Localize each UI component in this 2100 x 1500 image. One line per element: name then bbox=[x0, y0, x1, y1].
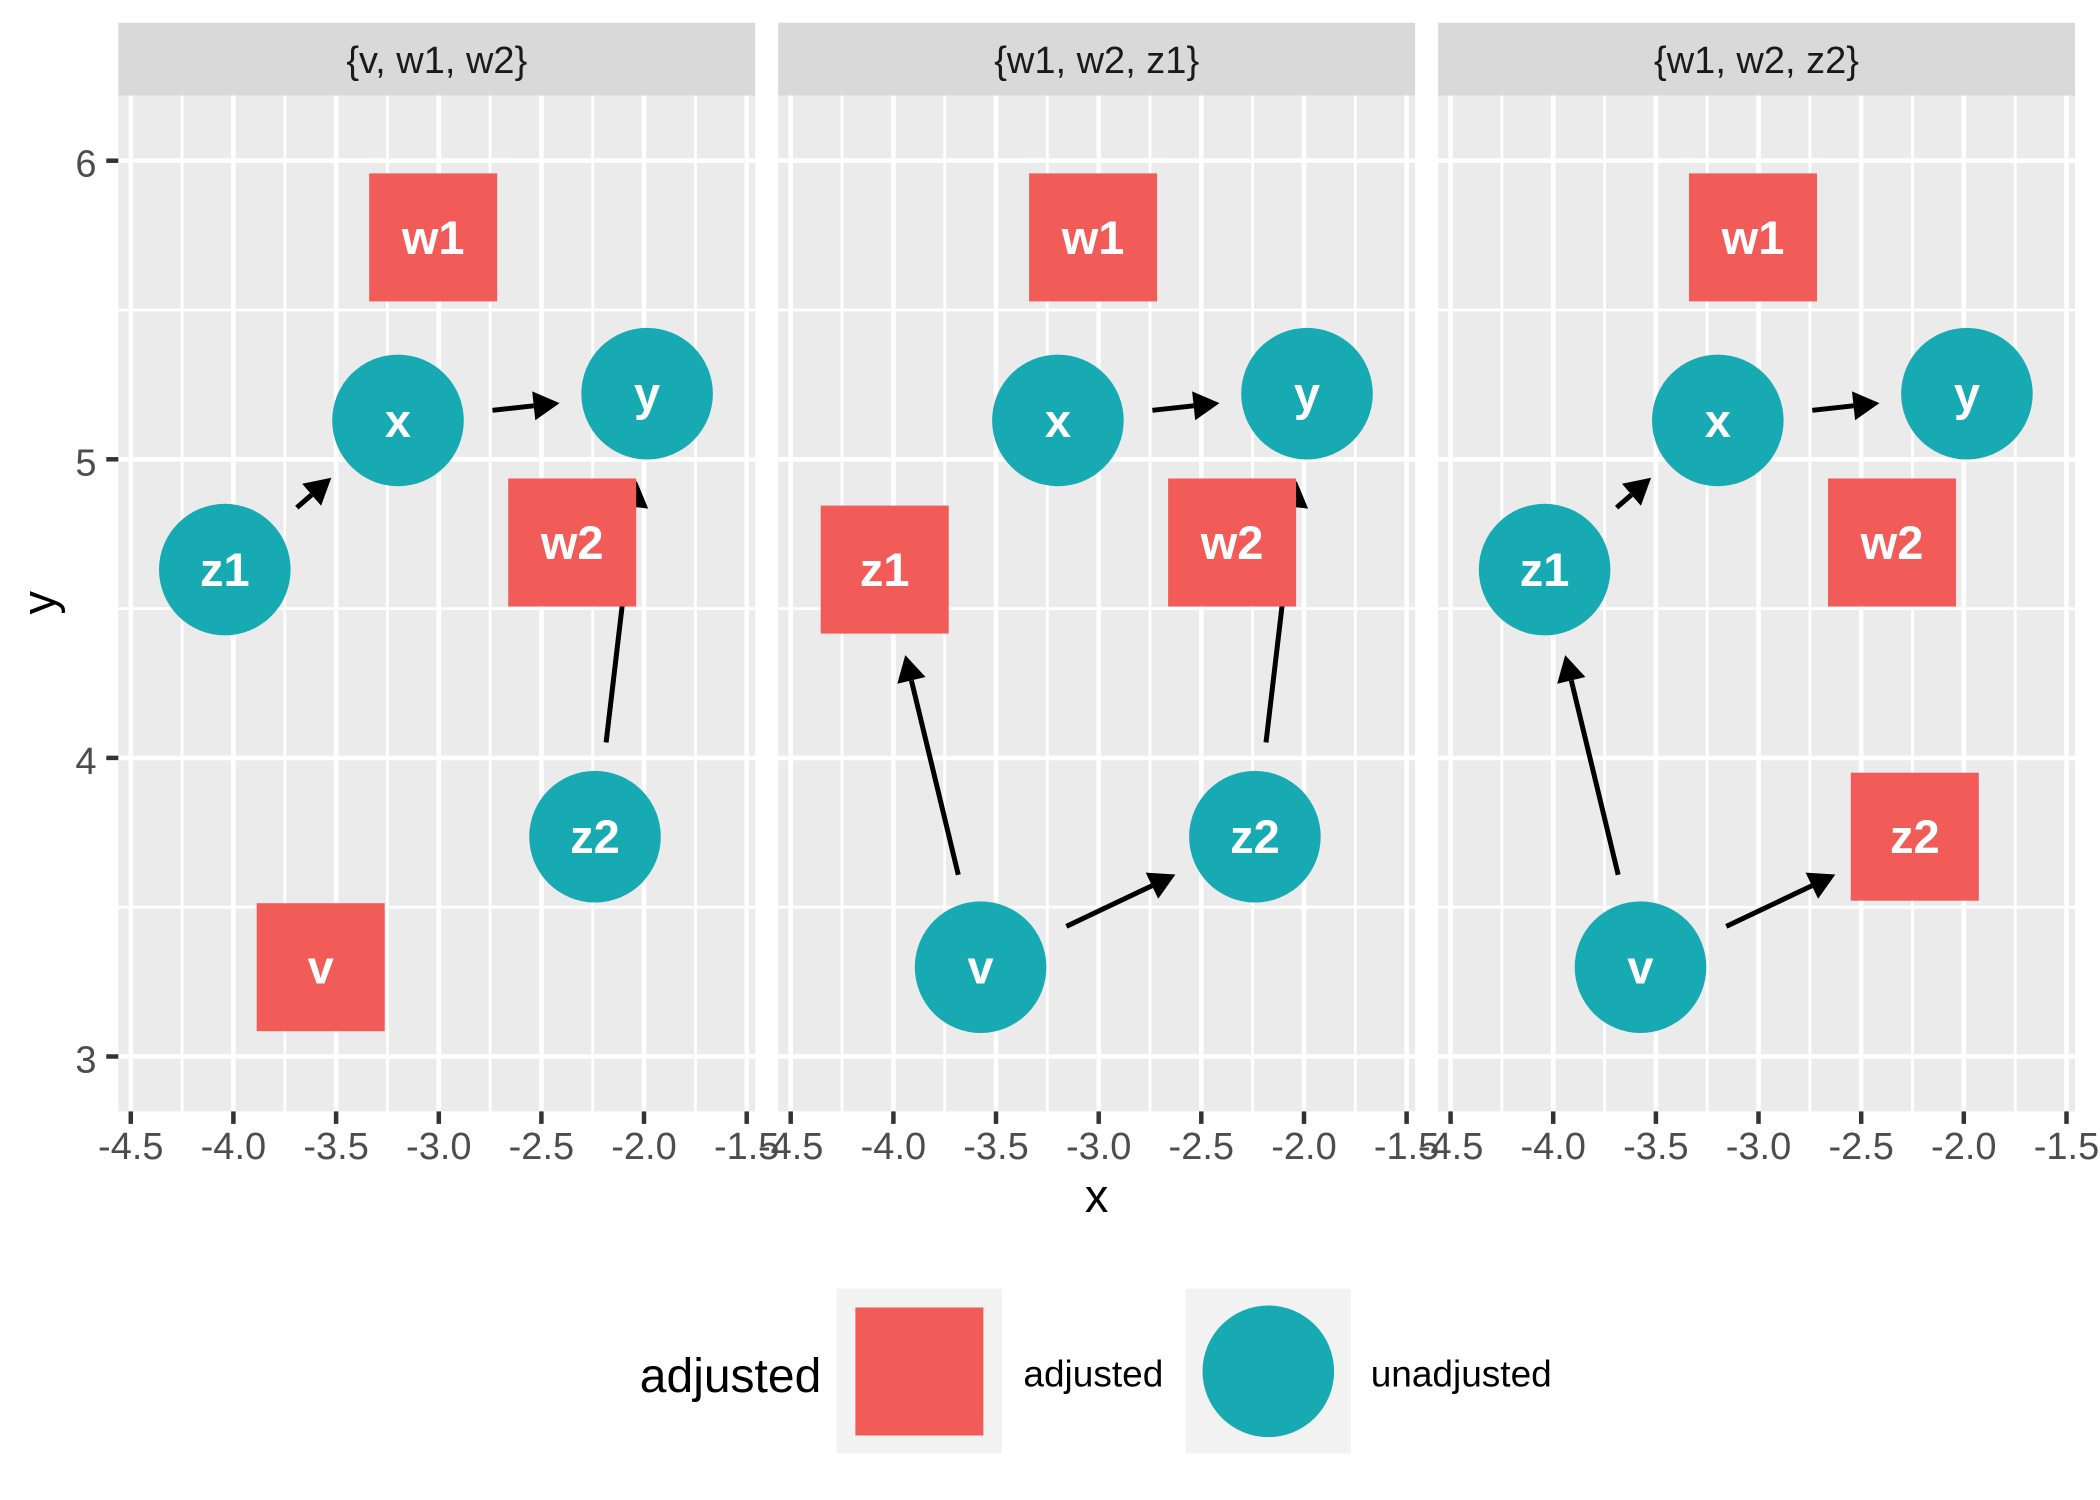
svg-text:-2.5: -2.5 bbox=[1169, 1126, 1234, 1168]
svg-text:adjusted: adjusted bbox=[1023, 1354, 1163, 1395]
svg-text:x: x bbox=[1085, 1169, 1109, 1222]
svg-text:-4.5: -4.5 bbox=[1418, 1126, 1483, 1168]
svg-text:x: x bbox=[1045, 394, 1071, 447]
svg-text:-4.5: -4.5 bbox=[98, 1126, 163, 1168]
svg-text:-1.5: -1.5 bbox=[2034, 1126, 2099, 1168]
svg-text:y: y bbox=[12, 591, 65, 615]
svg-text:z1: z1 bbox=[860, 543, 910, 596]
svg-text:-3.0: -3.0 bbox=[1066, 1126, 1131, 1168]
svg-text:-4.0: -4.0 bbox=[861, 1126, 926, 1168]
svg-text:w1: w1 bbox=[1061, 211, 1125, 264]
svg-text:z2: z2 bbox=[1230, 810, 1280, 863]
svg-text:w2: w2 bbox=[1200, 516, 1264, 569]
svg-text:{v, w1, w2}: {v, w1, w2} bbox=[346, 40, 527, 82]
svg-text:v: v bbox=[1627, 941, 1653, 994]
svg-text:-1.5: -1.5 bbox=[1374, 1126, 1439, 1168]
svg-text:-2.0: -2.0 bbox=[1271, 1126, 1336, 1168]
svg-text:w1: w1 bbox=[1721, 211, 1785, 264]
svg-text:adjusted: adjusted bbox=[640, 1350, 821, 1403]
svg-text:w2: w2 bbox=[540, 516, 604, 569]
svg-text:-3.0: -3.0 bbox=[406, 1126, 471, 1168]
svg-text:v: v bbox=[968, 941, 994, 994]
svg-text:z1: z1 bbox=[200, 543, 250, 596]
svg-text:y: y bbox=[1954, 367, 1980, 420]
svg-text:z2: z2 bbox=[570, 810, 620, 863]
svg-text:-2.5: -2.5 bbox=[509, 1126, 574, 1168]
svg-text:6: 6 bbox=[75, 144, 96, 186]
svg-text:y: y bbox=[634, 367, 660, 420]
svg-text:-3.5: -3.5 bbox=[303, 1126, 368, 1168]
svg-text:-4.0: -4.0 bbox=[1520, 1126, 1585, 1168]
svg-text:4: 4 bbox=[75, 741, 96, 783]
svg-text:-2.5: -2.5 bbox=[1828, 1126, 1893, 1168]
svg-text:w1: w1 bbox=[401, 211, 465, 264]
svg-text:-4.5: -4.5 bbox=[758, 1126, 823, 1168]
svg-text:unadjusted: unadjusted bbox=[1371, 1354, 1552, 1395]
svg-text:z2: z2 bbox=[1890, 810, 1940, 863]
svg-text:z1: z1 bbox=[1520, 543, 1570, 596]
svg-text:5: 5 bbox=[75, 442, 96, 484]
svg-text:-1.5: -1.5 bbox=[714, 1126, 779, 1168]
svg-text:y: y bbox=[1294, 367, 1320, 420]
svg-text:-3.5: -3.5 bbox=[963, 1126, 1028, 1168]
svg-text:3: 3 bbox=[75, 1040, 96, 1082]
svg-text:-4.0: -4.0 bbox=[201, 1126, 266, 1168]
svg-text:x: x bbox=[1705, 394, 1731, 447]
svg-text:-2.0: -2.0 bbox=[611, 1126, 676, 1168]
svg-text:{w1, w2, z1}: {w1, w2, z1} bbox=[994, 40, 1199, 82]
svg-text:-3.0: -3.0 bbox=[1726, 1126, 1791, 1168]
svg-text:x: x bbox=[385, 394, 411, 447]
svg-text:-3.5: -3.5 bbox=[1623, 1126, 1688, 1168]
svg-text:-2.0: -2.0 bbox=[1931, 1126, 1996, 1168]
svg-text:w2: w2 bbox=[1860, 516, 1924, 569]
svg-text:{w1, w2, z2}: {w1, w2, z2} bbox=[1654, 40, 1859, 82]
svg-text:v: v bbox=[308, 941, 334, 994]
